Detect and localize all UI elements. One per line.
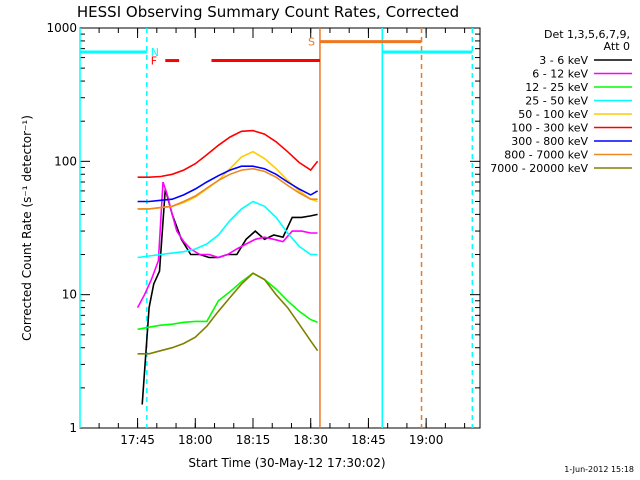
y-tick-label: 10: [62, 288, 77, 302]
legend-header: Att 0: [604, 40, 630, 53]
chart-title: HESSI Observing Summary Count Rates, Cor…: [77, 3, 459, 21]
series-line: [137, 200, 318, 259]
x-tick-label: 17:45: [120, 433, 155, 447]
x-tick-label: 18:00: [178, 433, 213, 447]
x-tick-label: 18:45: [351, 433, 386, 447]
x-tick-label: 18:30: [293, 433, 328, 447]
legend-header: Det 1,3,5,6,7,9,: [544, 28, 630, 41]
legend-label: 25 - 50 keV: [525, 95, 588, 108]
plot-frame: [79, 27, 481, 429]
x-axis-label: Start Time (30-May-12 17:30:02): [188, 456, 385, 470]
series-line: [137, 165, 319, 203]
flag-label: F: [151, 55, 157, 68]
y-axis-label: Corrected Count Rate (s⁻¹ detector⁻¹): [20, 115, 34, 341]
legend-label: 3 - 6 keV: [539, 54, 588, 67]
series-line: [137, 272, 319, 355]
legend-label: 12 - 25 keV: [525, 81, 588, 94]
x-tick-label: 19:00: [409, 433, 444, 447]
legend-label: 800 - 7000 keV: [504, 149, 588, 162]
x-tick-label: 18:15: [236, 433, 271, 447]
y-tick-label: 1: [69, 421, 77, 435]
generated-date: 1-Jun-2012 15:18: [564, 465, 634, 474]
flag-label: N: [151, 46, 159, 59]
series-line: [137, 272, 318, 331]
series-line: [137, 129, 319, 178]
legend-label: 6 - 12 keV: [532, 68, 588, 81]
legend-label: 7000 - 20000 keV: [490, 162, 588, 175]
legend-label: 300 - 800 keV: [511, 135, 588, 148]
y-tick-label: 100: [54, 154, 77, 168]
legend-label: 50 - 100 keV: [518, 108, 588, 121]
series-line: [137, 167, 318, 210]
flag-label: S: [308, 36, 315, 49]
series-line: [136, 181, 318, 308]
legend-label: 100 - 300 keV: [511, 122, 588, 135]
y-tick-label: 1000: [46, 21, 77, 35]
